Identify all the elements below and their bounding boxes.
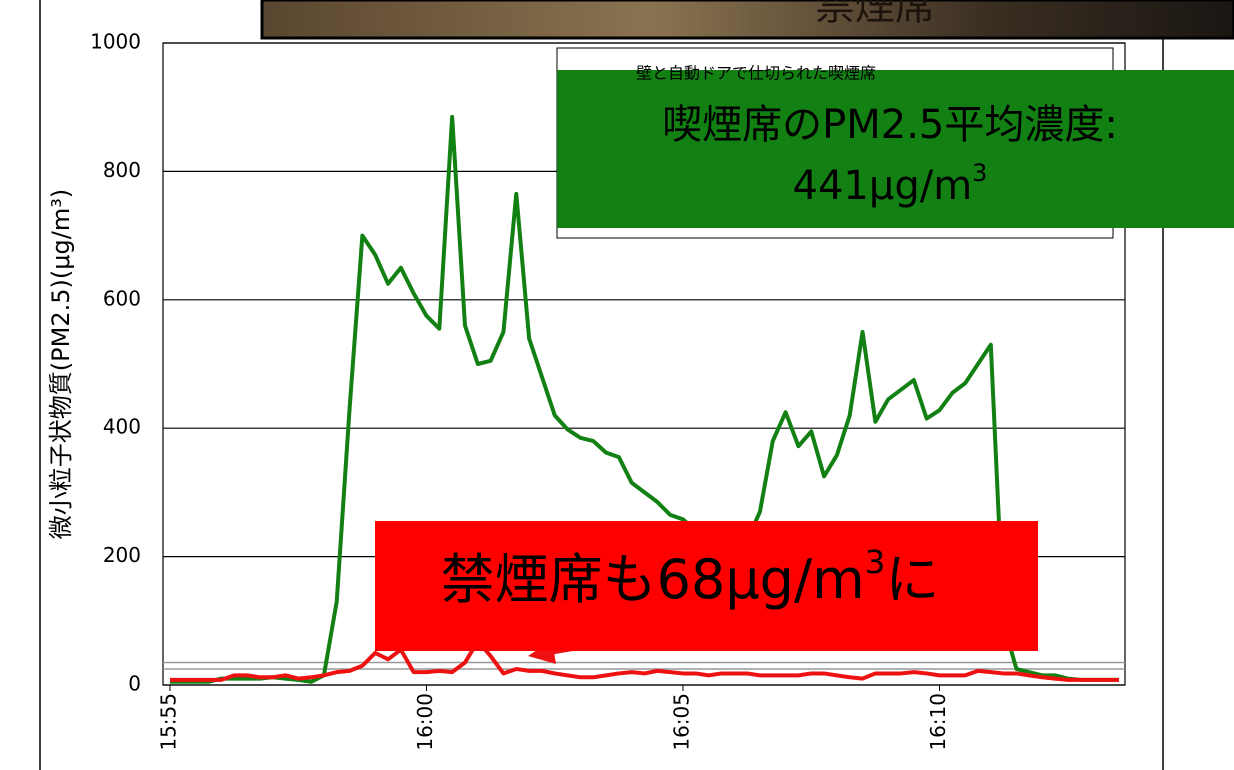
- photo-frame: [262, 0, 1234, 38]
- y-axis-label: 微小粒子状物質(PM2.5)(μg/m³): [47, 189, 75, 539]
- y-tick-label: 400: [103, 415, 141, 439]
- annotation-part: 喫煙席のPM2.5平均濃度:: [662, 102, 1118, 148]
- x-tick-label: 16:00: [413, 693, 437, 751]
- annotation-part: 3: [865, 543, 886, 581]
- y-tick-label: 200: [103, 543, 141, 567]
- annotation-part: 3: [972, 159, 987, 187]
- annotation-part: 441μg/m: [793, 163, 973, 209]
- annotation-text: 441μg/m3: [793, 159, 988, 209]
- x-tick-label: 15:55: [157, 693, 181, 751]
- y-tick-label: 1000: [90, 30, 141, 54]
- annotation-text: 喫煙席のPM2.5平均濃度:: [662, 102, 1118, 148]
- x-tick-label: 16:10: [926, 693, 950, 751]
- annotation-part: 禁煙席も68μg/m: [441, 548, 865, 611]
- chart: 禁煙席 微小粒子状物質(PM2.5)(μg/m³) 喫煙席のPM2.5平均濃度:…: [0, 0, 1234, 770]
- photo: 禁煙席: [262, 0, 1234, 38]
- legend-label: 壁と自動ドアで仕切られた喫煙席: [636, 64, 876, 83]
- annotation-part: に: [885, 548, 939, 611]
- y-tick-label: 600: [103, 286, 141, 310]
- photo-caption: 禁煙席: [815, 0, 935, 29]
- y-tick-label: 800: [103, 158, 141, 182]
- x-tick-label: 16:05: [670, 693, 694, 751]
- y-tick-label: 0: [128, 672, 141, 696]
- annotation-text: 禁煙席も68μg/m3に: [441, 543, 940, 611]
